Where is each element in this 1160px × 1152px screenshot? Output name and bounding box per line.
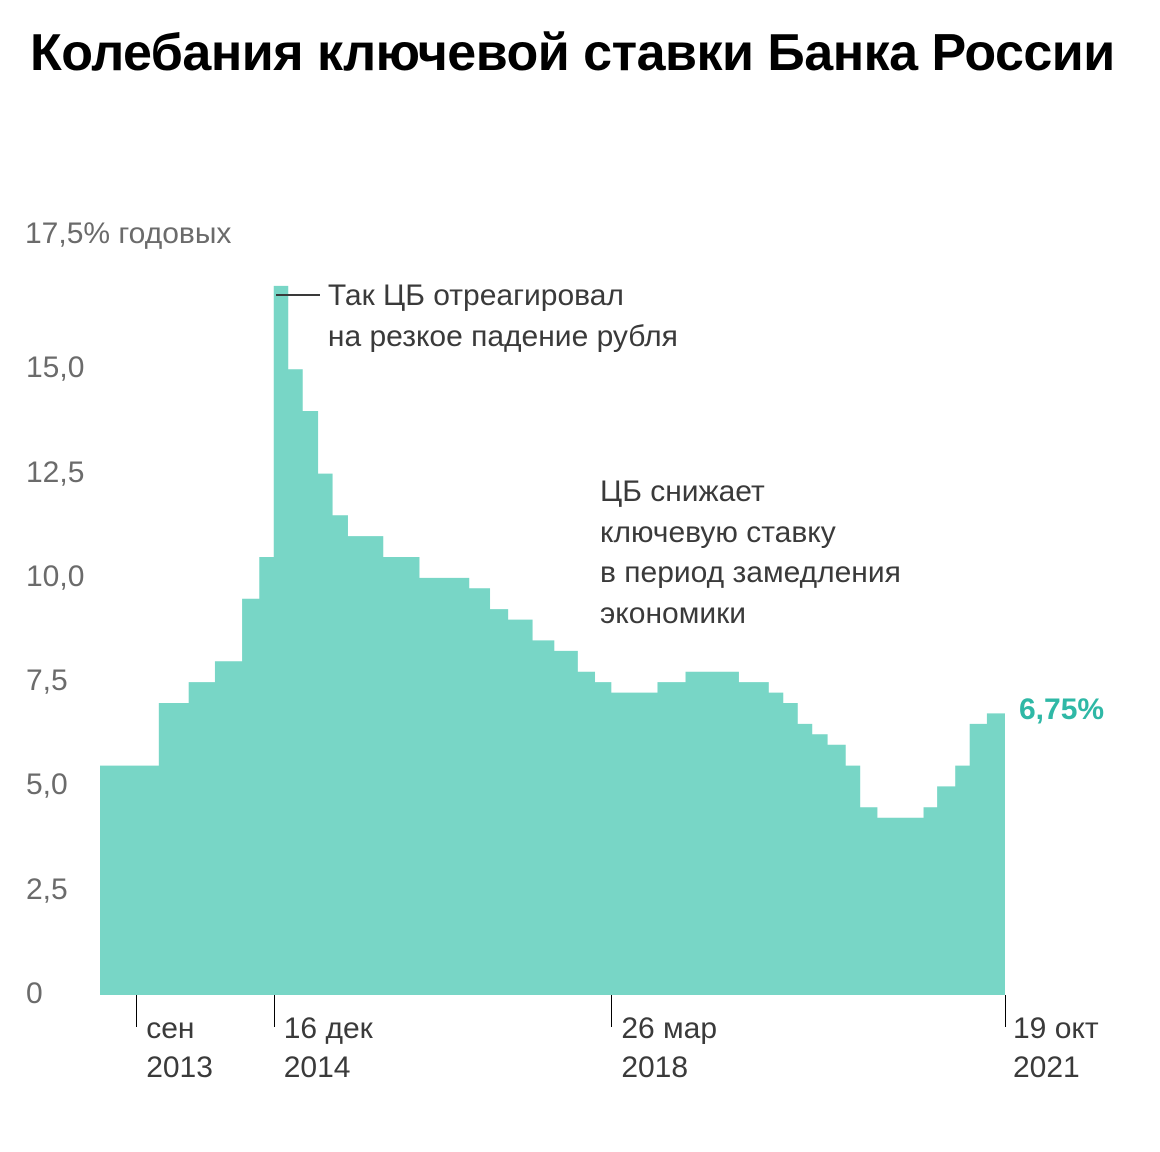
y-axis-top-label: 17,5% годовых — [25, 217, 231, 251]
annotation-text: ЦБ снижает ключевую ставку в период заме… — [600, 472, 901, 634]
annotation-leader — [276, 294, 319, 296]
x-tick-line — [136, 995, 137, 1027]
x-tick-label: 19 окт 2021 — [1013, 1009, 1099, 1087]
end-value-label: 6,75% — [1019, 693, 1104, 727]
y-tick-label: 0 — [26, 977, 43, 1011]
y-tick-label: 15,0 — [26, 351, 84, 385]
x-tick-line — [274, 995, 275, 1027]
y-tick-label: 5,0 — [26, 768, 68, 802]
x-tick-line — [1005, 995, 1006, 1027]
y-tick-label: 10,0 — [26, 560, 84, 594]
y-tick-label: 2,5 — [26, 873, 68, 907]
y-tick-label: 7,5 — [26, 664, 68, 698]
x-tick-label: 16 дек 2014 — [284, 1009, 373, 1087]
x-tick-label: сен 2013 — [146, 1009, 213, 1087]
x-tick-label: 26 мар 2018 — [621, 1009, 717, 1087]
x-tick-line — [611, 995, 612, 1027]
annotation-text: Так ЦБ отреагировал на резкое падение ру… — [328, 276, 678, 357]
chart-title: Колебания ключевой ставки Банка России — [30, 24, 1130, 84]
area-series — [100, 286, 1005, 995]
y-tick-label: 12,5 — [26, 456, 84, 490]
